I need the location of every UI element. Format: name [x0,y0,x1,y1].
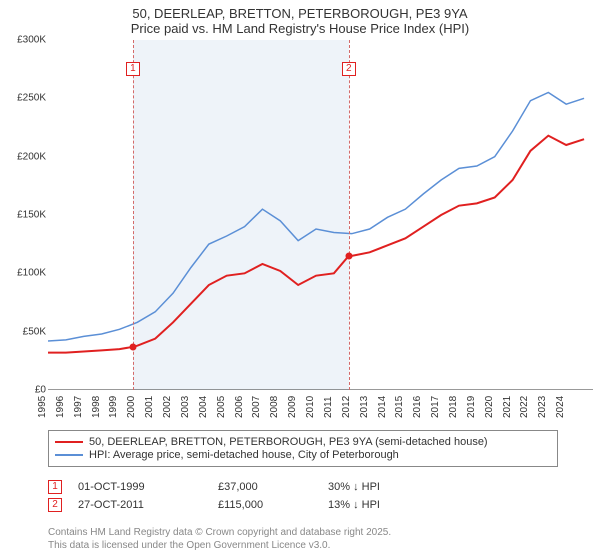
y-tick: £200K [17,151,46,162]
chart-area: £0£50K£100K£150K£200K£250K£300K 12 19951… [8,40,593,420]
event-vline [349,40,350,390]
x-tick: 2022 [519,396,530,418]
legend-row: HPI: Average price, semi-detached house,… [55,449,551,461]
x-tick: 2015 [394,396,405,418]
event-row: 2 27-OCT-2011£115,00013% ↓ HPI [48,498,380,512]
x-tick: 1996 [55,396,66,418]
footer-line-1: Contains HM Land Registry data © Crown c… [48,526,391,539]
plot-area: 12 [48,40,593,390]
x-tick: 2004 [198,396,209,418]
x-tick: 2009 [287,396,298,418]
y-tick: £0 [35,385,46,396]
x-tick: 1999 [108,396,119,418]
x-tick: 1995 [37,396,48,418]
x-tick: 1998 [90,396,101,418]
legend-swatch [55,454,83,456]
events-table: 1 01-OCT-1999£37,00030% ↓ HPI 2 27-OCT-2011… [48,476,380,516]
x-tick: 2000 [126,396,137,418]
event-delta: 13% ↓ HPI [328,499,380,511]
footer-line-2: This data is licensed under the Open Gov… [48,539,391,552]
x-tick: 2008 [269,396,280,418]
x-tick: 2016 [412,396,423,418]
x-tick: 2010 [305,396,316,418]
event-delta: 30% ↓ HPI [328,481,380,493]
x-tick: 2001 [144,396,155,418]
x-tick: 2005 [216,396,227,418]
x-tick: 2007 [251,396,262,418]
x-tick: 2006 [233,396,244,418]
event-row: 1 01-OCT-1999£37,00030% ↓ HPI [48,480,380,494]
event-dot [129,343,136,350]
event-vline [133,40,134,390]
title-area: 50, DEERLEAP, BRETTON, PETERBOROUGH, PE3… [0,0,600,38]
title-line-1: 50, DEERLEAP, BRETTON, PETERBOROUGH, PE3… [0,6,600,21]
series-hpi [48,93,584,342]
chart-container: 50, DEERLEAP, BRETTON, PETERBOROUGH, PE3… [0,0,600,560]
x-tick: 2014 [376,396,387,418]
legend: 50, DEERLEAP, BRETTON, PETERBOROUGH, PE3… [48,430,558,467]
y-axis: £0£50K£100K£150K£200K£250K£300K [8,40,48,390]
x-tick: 2024 [555,396,566,418]
event-marker: 1 [126,62,140,76]
y-tick: £100K [17,268,46,279]
y-tick: £150K [17,210,46,221]
footer: Contains HM Land Registry data © Crown c… [48,526,391,552]
event-price: £115,000 [218,499,328,511]
x-tick: 2021 [501,396,512,418]
y-tick: £300K [17,35,46,46]
legend-label: 50, DEERLEAP, BRETTON, PETERBOROUGH, PE3… [89,436,488,448]
x-tick: 2019 [466,396,477,418]
legend-label: HPI: Average price, semi-detached house,… [89,449,399,461]
title-line-2: Price paid vs. HM Land Registry's House … [0,21,600,36]
legend-row: 50, DEERLEAP, BRETTON, PETERBOROUGH, PE3… [55,436,551,448]
x-tick: 2018 [448,396,459,418]
x-tick: 2012 [341,396,352,418]
event-date: 01-OCT-1999 [78,481,218,493]
event-dot [345,252,352,259]
x-tick: 2023 [537,396,548,418]
x-tick: 2013 [359,396,370,418]
event-number: 2 [48,498,62,512]
event-price: £37,000 [218,481,328,493]
x-tick: 2002 [162,396,173,418]
x-tick: 2017 [430,396,441,418]
y-tick: £50K [23,326,46,337]
y-tick: £250K [17,93,46,104]
event-number: 1 [48,480,62,494]
x-tick: 2003 [180,396,191,418]
x-tick: 2011 [323,396,334,418]
event-date: 27-OCT-2011 [78,499,218,511]
x-tick: 2020 [484,396,495,418]
x-axis: 1995199619971998199920002001200220032004… [48,390,593,420]
line-svg [48,40,593,390]
legend-swatch [55,441,83,443]
event-marker: 2 [342,62,356,76]
series-price_paid [48,136,584,353]
x-tick: 1997 [73,396,84,418]
